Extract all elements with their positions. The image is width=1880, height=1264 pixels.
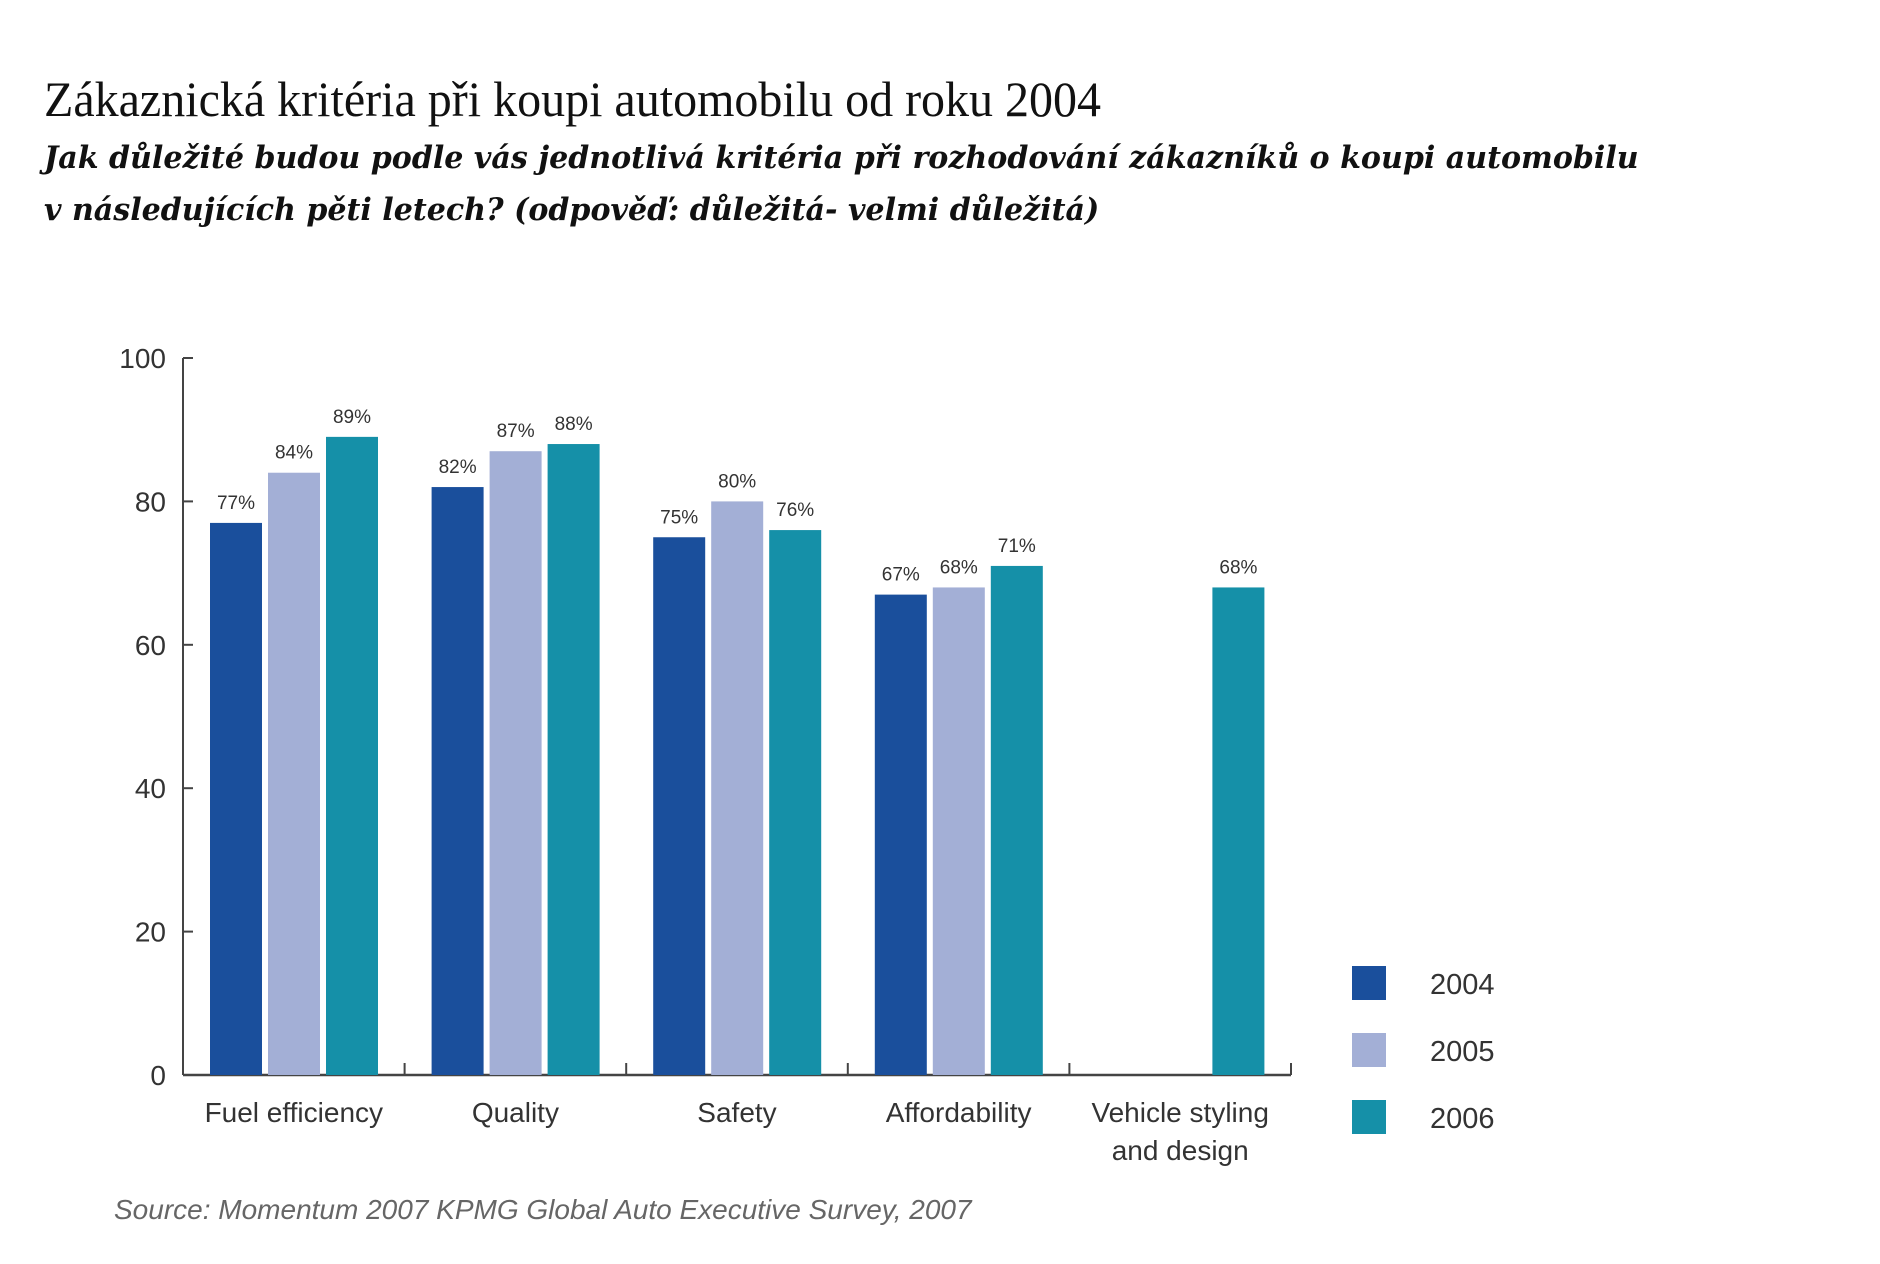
x-tick-label: Safety: [697, 1097, 776, 1128]
y-tick-label: 0: [150, 1060, 166, 1091]
y-tick-label: 20: [135, 917, 166, 948]
bar-2006: [326, 436, 378, 1075]
legend-swatch-2004: [1352, 966, 1386, 1000]
data-label: 75%: [660, 507, 698, 528]
data-label: 76%: [776, 500, 814, 521]
y-tick-label: 80: [135, 486, 166, 517]
data-label: 68%: [940, 557, 978, 578]
data-label: 87%: [497, 421, 535, 442]
data-label: 88%: [555, 414, 593, 435]
bar-2006: [547, 444, 600, 1075]
bar-2006: [990, 565, 1043, 1075]
data-label: 80%: [718, 471, 756, 492]
x-tick-label: Vehicle styling: [1091, 1097, 1268, 1128]
bar-2004: [210, 522, 262, 1075]
y-tick-label: 60: [135, 630, 166, 661]
data-label: 77%: [217, 493, 255, 514]
data-label: 84%: [275, 443, 313, 464]
chart-title: Zákaznická kritéria při koupi automobilu…: [44, 71, 1102, 127]
legend-label: 2005: [1430, 1036, 1495, 1068]
y-tick-label: 40: [135, 773, 166, 804]
bar-2005: [489, 451, 542, 1076]
legend-swatch-2006: [1352, 1100, 1386, 1134]
bar-2004: [431, 487, 484, 1075]
x-tick-label: Fuel efficiency: [205, 1097, 383, 1128]
bar-2005: [932, 587, 985, 1075]
bar-2006: [1212, 587, 1265, 1075]
legend-label: 2004: [1430, 969, 1495, 1001]
x-tick-label: Quality: [472, 1097, 559, 1128]
subtitle-line: Jak důležité budou podle vás jednotlivá …: [44, 140, 1639, 176]
bar-2006: [769, 530, 822, 1075]
subtitle-line: v následujících pěti letech? (odpověď: d…: [44, 192, 1100, 228]
chart-subtitle: Jak důležité budou podle vás jednotlivá …: [44, 132, 1639, 236]
source-note: Source: Momentum 2007 KPMG Global Auto E…: [114, 1194, 972, 1225]
x-tick-label: and design: [1112, 1135, 1249, 1166]
legend-swatch-2005: [1352, 1033, 1386, 1067]
y-tick-label: 100: [119, 343, 166, 374]
bar-2005: [268, 472, 320, 1076]
bar-2005: [711, 501, 764, 1075]
data-label: 67%: [882, 565, 920, 586]
data-label: 68%: [1219, 557, 1257, 578]
bar-2004: [653, 537, 706, 1075]
bar-2004: [874, 594, 927, 1075]
x-tick-label: Affordability: [886, 1097, 1032, 1128]
data-label: 82%: [439, 457, 477, 478]
legend-label: 2006: [1430, 1103, 1495, 1135]
data-label: 71%: [998, 536, 1036, 557]
data-label: 89%: [333, 407, 371, 428]
